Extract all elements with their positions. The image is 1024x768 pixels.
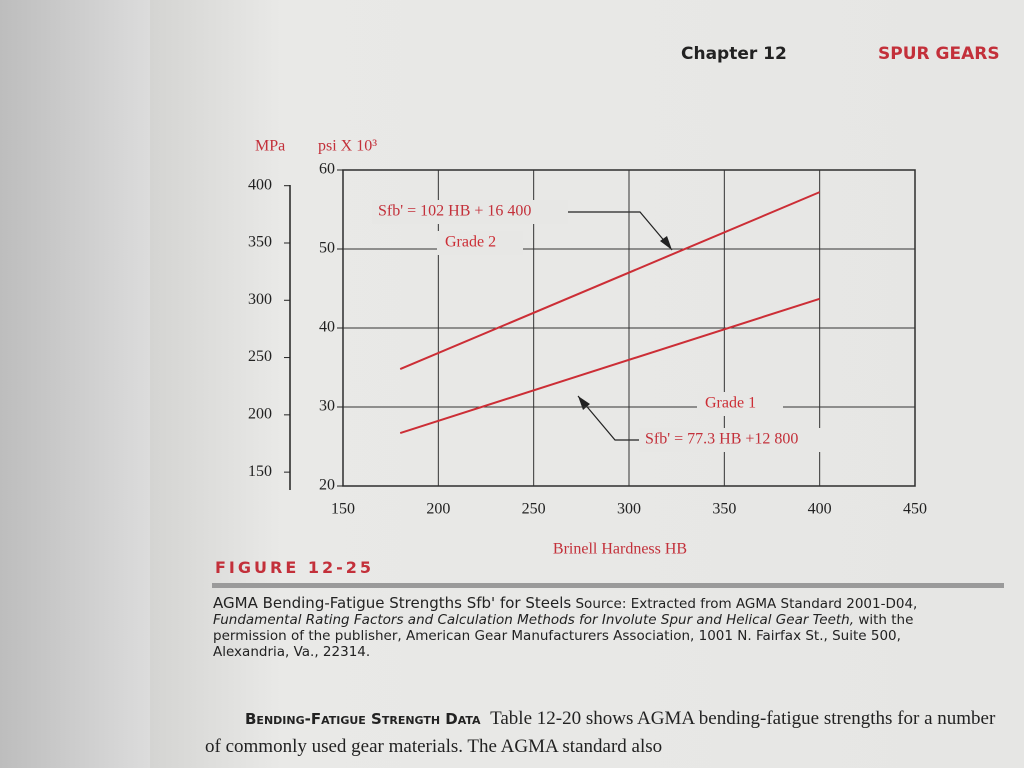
section-header: SPUR GEARS — [878, 44, 1000, 64]
annotation: Sfb' = 77.3 HB +12 800 — [645, 431, 798, 448]
figure-label: FIGURE 12-25 — [215, 558, 374, 577]
caption-source: Source: Extracted from AGMA Standard 200… — [575, 596, 918, 612]
y2-label: MPa — [255, 138, 285, 155]
x-tick-label: 350 — [712, 501, 736, 518]
figure-rule — [212, 583, 1004, 588]
annotation-bg — [639, 428, 835, 452]
x-tick-label: 250 — [522, 501, 546, 518]
body-paragraph: Table 12-20 shows AGMA bending-fatigue s… — [205, 708, 996, 757]
y-tick-label: 60 — [319, 161, 335, 178]
chapter-header: Chapter 12 — [681, 44, 787, 64]
annotation: Sfb' = 102 HB + 16 400 — [378, 203, 531, 220]
y-tick-label: 20 — [319, 477, 335, 494]
left-page — [0, 0, 150, 768]
x-label: Brinell Hardness HB — [553, 541, 687, 558]
annotation-arrow — [577, 395, 640, 441]
y-tick-label: 50 — [319, 240, 335, 257]
caption-italic: Fundamental Rating Factors and Calculati… — [213, 612, 855, 628]
y2-tick-label: 150 — [248, 463, 272, 480]
label-bg — [697, 392, 783, 416]
series-label: Grade 1 — [705, 395, 756, 412]
y-label: psi X 10³ — [318, 138, 377, 155]
arrowhead — [660, 236, 672, 250]
y2-tick-label: 350 — [248, 234, 272, 251]
y2-tick-label: 200 — [248, 406, 272, 423]
x-tick-label: 150 — [331, 501, 355, 518]
caption: AGMA Bending-Fatigue Strengths Sfb' for … — [213, 595, 973, 660]
label-bg — [437, 231, 523, 255]
body-heading: Bending-Fatigue Strength Data — [245, 710, 481, 728]
x-tick-label: 450 — [903, 501, 927, 518]
caption-rest: with the permission of the publisher, Am… — [213, 612, 914, 660]
body-text: Bending-Fatigue Strength Data Table 12-2… — [205, 705, 1015, 761]
x-tick-label: 300 — [617, 501, 641, 518]
y2-tick-label: 250 — [248, 348, 272, 365]
x-tick-label: 400 — [808, 501, 832, 518]
y-tick-label: 40 — [319, 319, 335, 336]
right-page — [150, 0, 1024, 768]
series-label: Grade 2 — [445, 234, 496, 251]
series-line — [399, 191, 821, 371]
x-tick-label: 200 — [426, 501, 450, 518]
annotation-arrow — [565, 211, 673, 251]
chart: MPa psi X 10³ Brinell Hardness HB 150 200… — [248, 137, 927, 558]
annotation-bg — [372, 200, 568, 224]
y2-tick-label: 300 — [248, 291, 272, 308]
series-line — [399, 297, 820, 435]
y2-tick-label: 400 — [248, 176, 272, 193]
caption-title: AGMA Bending-Fatigue Strengths Sfb' for … — [213, 594, 572, 612]
annotations — [342, 169, 916, 487]
y-tick-label: 30 — [319, 398, 335, 415]
